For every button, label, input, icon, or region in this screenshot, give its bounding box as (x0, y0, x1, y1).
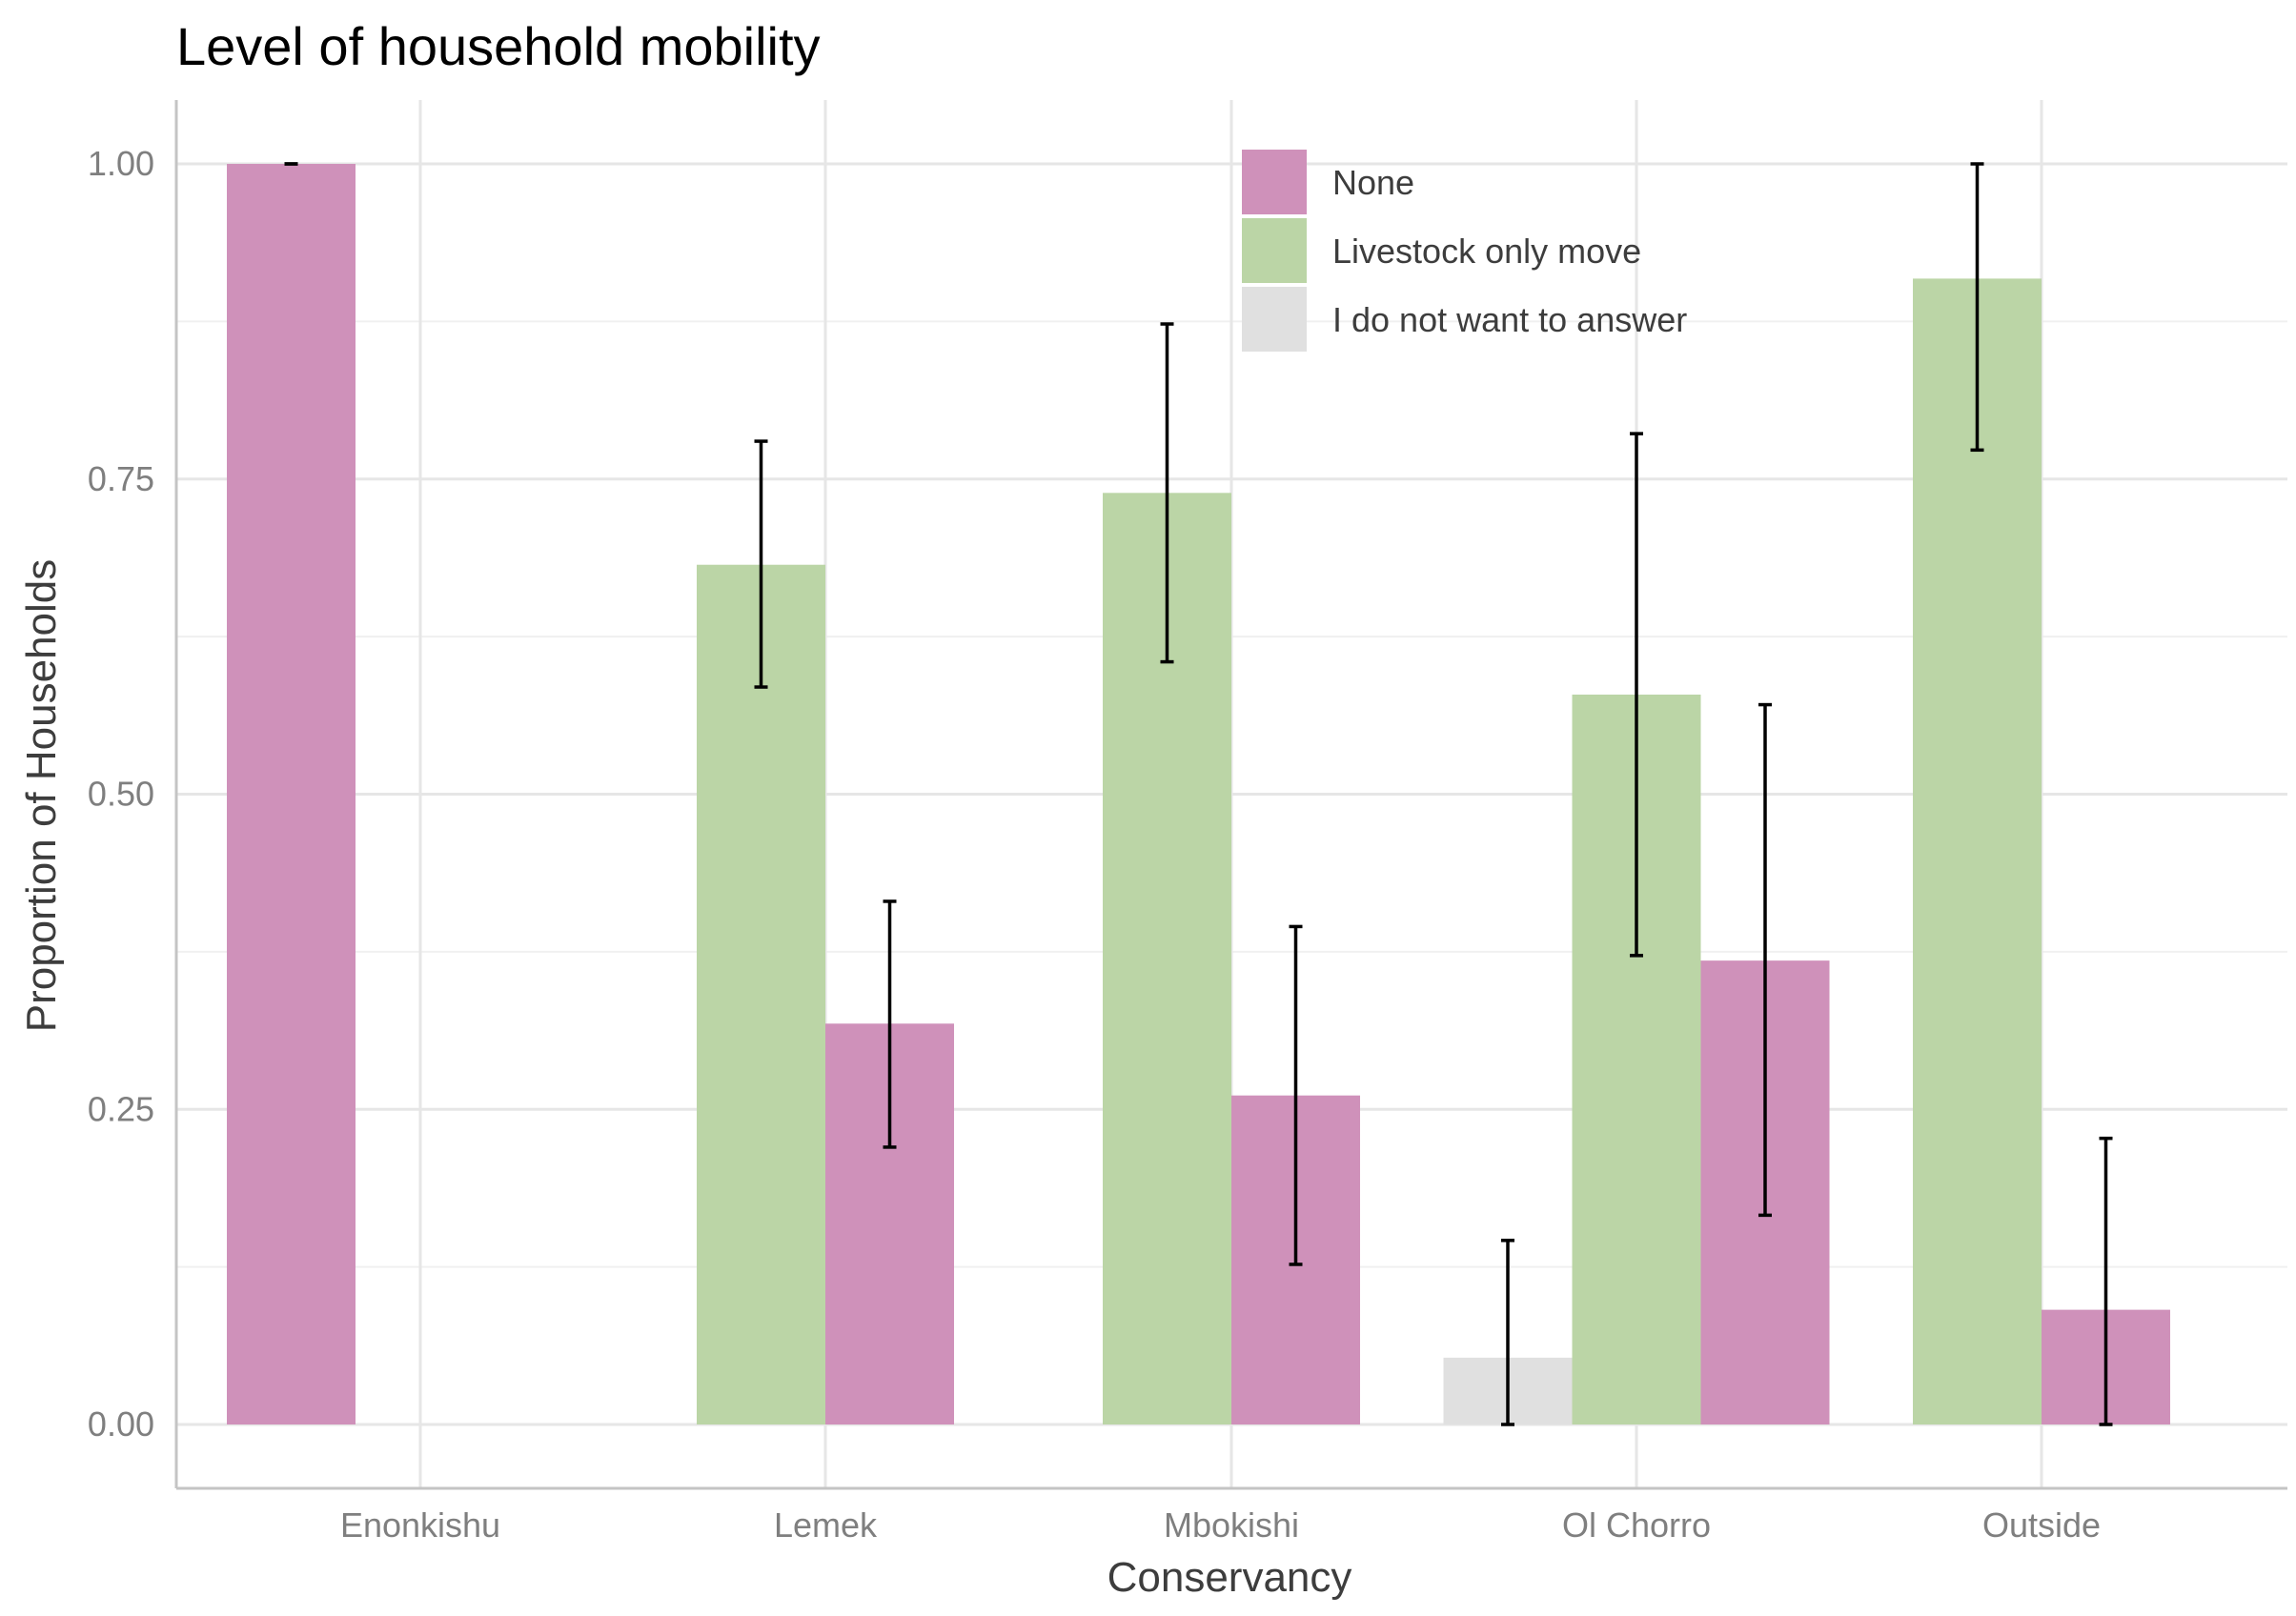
legend: None Livestock only move I do not want to … (1242, 150, 1687, 352)
x-tick-label: Enonkishu (340, 1505, 500, 1545)
y-tick-labels: 0.00 0.25 0.50 0.75 1.00 (88, 144, 154, 1444)
x-tick-label: Ol Chorro (1562, 1505, 1711, 1545)
bar-enonkishu-none (227, 164, 356, 1424)
y-tick-label: 0.25 (88, 1089, 154, 1128)
y-axis-title: Proportion of Households (18, 559, 65, 1033)
legend-key (1242, 150, 1307, 214)
errorbar-9 (2099, 1136, 2113, 1426)
errorbar-8 (1970, 162, 1984, 453)
legend-label: None (1332, 163, 1414, 202)
bars (227, 164, 2170, 1424)
x-axis-title: Conservancy (1107, 1554, 1352, 1601)
legend-item-livestock-only-move: Livestock only move (1242, 218, 1641, 283)
legend-label: Livestock only move (1332, 232, 1641, 271)
chart-title: Level of household mobility (176, 16, 821, 76)
legend-key (1242, 287, 1307, 352)
y-tick-label: 0.75 (88, 459, 154, 498)
errorbar-6 (1630, 432, 1643, 958)
bar-lemek-livestock-only-move (697, 564, 825, 1424)
x-tick-label: Mbokishi (1164, 1505, 1299, 1545)
errorbar-7 (1758, 702, 1772, 1218)
errorbar-3 (1160, 322, 1174, 664)
legend-key (1242, 218, 1307, 283)
axes (174, 100, 2287, 1490)
y-tick-label: 0.50 (88, 775, 154, 814)
x-tick-label: Outside (1982, 1505, 2101, 1545)
x-tick-labels: Enonkishu Lemek Mbokishi Ol Chorro Outside (340, 1505, 2101, 1545)
legend-label: I do not want to answer (1332, 300, 1687, 339)
y-tick-label: 0.00 (88, 1404, 154, 1444)
x-tick-label: Lemek (774, 1505, 878, 1545)
errorbar-1 (754, 439, 768, 689)
errorbar-5 (1501, 1239, 1514, 1426)
bar-outside-livestock-only-move (1913, 278, 2042, 1424)
legend-item-i-do-not-want-to-answer: I do not want to answer (1242, 287, 1687, 352)
error-bars (284, 162, 2113, 1426)
errorbar-2 (883, 899, 897, 1149)
legend-item-none: None (1242, 150, 1414, 214)
y-tick-label: 1.00 (88, 144, 154, 183)
errorbar-4 (1289, 924, 1303, 1266)
